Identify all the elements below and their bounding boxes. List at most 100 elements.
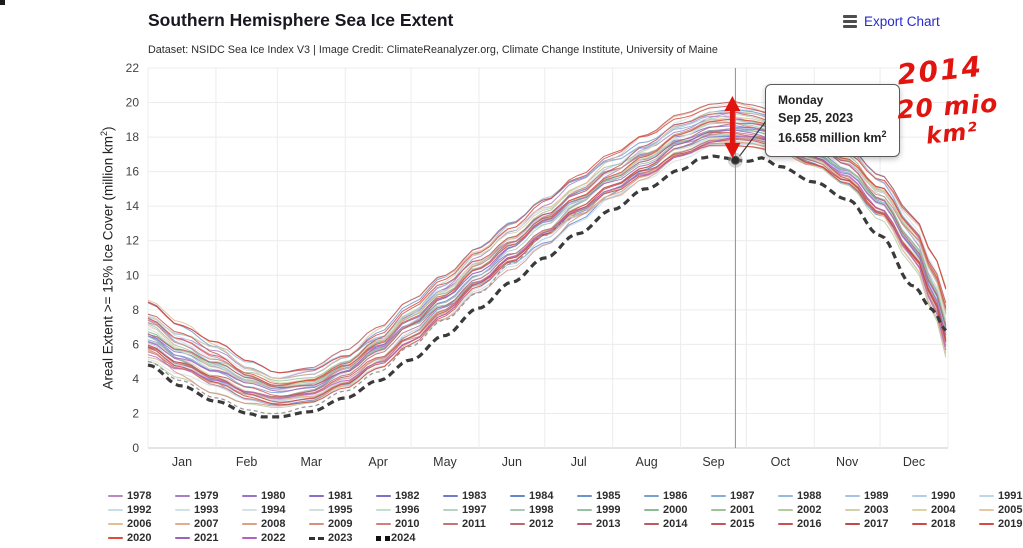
legend-year-label: 1984 xyxy=(529,490,554,502)
legend-item-1982[interactable]: 1982 xyxy=(376,489,443,503)
legend-swatch-1978 xyxy=(108,495,123,497)
legend-item-1986[interactable]: 1986 xyxy=(644,489,711,503)
legend-item-1978[interactable]: 1978 xyxy=(108,489,175,503)
legend-item-2003[interactable]: 2003 xyxy=(845,503,912,517)
legend-swatch-1982 xyxy=(376,495,391,497)
legend-item-1998[interactable]: 1998 xyxy=(510,503,577,517)
year-line-2005 xyxy=(147,116,947,389)
legend-swatch-2024 xyxy=(376,535,381,541)
legend-swatch-1996 xyxy=(376,509,391,511)
legend-item-1990[interactable]: 1990 xyxy=(912,489,979,503)
legend-item-1983[interactable]: 1983 xyxy=(443,489,510,503)
x-axis-label-sep: Sep xyxy=(702,455,724,469)
legend-item-1999[interactable]: 1999 xyxy=(577,503,644,517)
legend-item-2020[interactable]: 2020 xyxy=(108,531,175,545)
legend-swatch-1995 xyxy=(309,509,324,511)
legend-item-2004[interactable]: 2004 xyxy=(912,503,979,517)
legend-item-2006[interactable]: 2006 xyxy=(108,517,175,531)
legend-item-2016[interactable]: 2016 xyxy=(778,517,845,531)
legend-swatch-2008 xyxy=(242,523,257,525)
legend-item-1979[interactable]: 1979 xyxy=(175,489,242,503)
legend-item-2021[interactable]: 2021 xyxy=(175,531,242,545)
legend-swatch-1980 xyxy=(242,495,257,497)
y-tick-label: 18 xyxy=(126,130,140,144)
legend-year-label: 2020 xyxy=(127,532,152,544)
legend-item-2013[interactable]: 2013 xyxy=(577,517,644,531)
legend-year-label: 2013 xyxy=(596,518,621,530)
year-line-1980 xyxy=(147,135,947,400)
x-axis-label-feb: Feb xyxy=(236,455,258,469)
legend-swatch-1998 xyxy=(510,509,525,511)
legend-item-2011[interactable]: 2011 xyxy=(443,517,510,531)
legend-year-label: 1998 xyxy=(529,504,554,516)
legend-item-2000[interactable]: 2000 xyxy=(644,503,711,517)
legend-item-2015[interactable]: 2015 xyxy=(711,517,778,531)
legend-item-1996[interactable]: 1996 xyxy=(376,503,443,517)
y-tick-label: 0 xyxy=(132,441,139,455)
legend-item-1995[interactable]: 1995 xyxy=(309,503,376,517)
legend-item-1989[interactable]: 1989 xyxy=(845,489,912,503)
legend-item-2019[interactable]: 2019 xyxy=(979,517,1023,531)
legend-swatch-1981 xyxy=(309,495,324,497)
legend-year-label: 1981 xyxy=(328,490,353,502)
year-line-2018 xyxy=(147,145,947,406)
legend-swatch-2014 xyxy=(644,523,659,525)
legend-year-label: 2004 xyxy=(931,504,956,516)
legend-item-2023[interactable]: 2023 xyxy=(309,531,376,545)
legend-item-1981[interactable]: 1981 xyxy=(309,489,376,503)
legend-swatch-2016 xyxy=(778,523,793,525)
legend-swatch-2007 xyxy=(175,523,190,525)
legend-swatch-1992 xyxy=(108,509,123,511)
legend-item-2008[interactable]: 2008 xyxy=(242,517,309,531)
x-axis-label-dec: Dec xyxy=(903,455,925,469)
legend-item-2024[interactable]: 2024 xyxy=(376,531,443,545)
screenshot-corner-artifact xyxy=(0,0,5,5)
legend-item-1994[interactable]: 1994 xyxy=(242,503,309,517)
legend-item-2002[interactable]: 2002 xyxy=(778,503,845,517)
legend-swatch-1986 xyxy=(644,495,659,497)
legend-item-1992[interactable]: 1992 xyxy=(108,503,175,517)
legend-item-1997[interactable]: 1997 xyxy=(443,503,510,517)
legend-item-1991[interactable]: 1991 xyxy=(979,489,1023,503)
legend-swatch-1987 xyxy=(711,495,726,497)
y-tick-label: 22 xyxy=(126,61,140,75)
export-chart-button[interactable]: Export Chart xyxy=(843,14,940,29)
dataset-credit-line: Dataset: NSIDC Sea Ice Index V3 | Image … xyxy=(148,44,718,56)
legend-item-2010[interactable]: 2010 xyxy=(376,517,443,531)
year-line-2011 xyxy=(147,131,947,404)
legend-item-2017[interactable]: 2017 xyxy=(845,517,912,531)
legend-year-label: 1988 xyxy=(797,490,822,502)
legend-item-2014[interactable]: 2014 xyxy=(644,517,711,531)
legend-swatch-2003 xyxy=(845,509,860,511)
tooltip-connector-line xyxy=(738,120,767,157)
red-double-arrow-annotation xyxy=(724,96,741,158)
year-line-2004 xyxy=(147,136,947,400)
legend-item-2022[interactable]: 2022 xyxy=(242,531,309,545)
legend-item-1987[interactable]: 1987 xyxy=(711,489,778,503)
legend-item-2001[interactable]: 2001 xyxy=(711,503,778,517)
legend-swatch-1989 xyxy=(845,495,860,497)
legend-item-1985[interactable]: 1985 xyxy=(577,489,644,503)
legend-item-2018[interactable]: 2018 xyxy=(912,517,979,531)
legend-item-2007[interactable]: 2007 xyxy=(175,517,242,531)
legend-year-label: 2000 xyxy=(663,504,688,516)
legend-item-1980[interactable]: 1980 xyxy=(242,489,309,503)
legend-item-2005[interactable]: 2005 xyxy=(979,503,1023,517)
legend-year-label: 2016 xyxy=(797,518,822,530)
year-line-1990 xyxy=(147,136,947,402)
legend-item-2012[interactable]: 2012 xyxy=(510,517,577,531)
legend-item-2009[interactable]: 2009 xyxy=(309,517,376,531)
legend-swatch-2000 xyxy=(644,509,659,511)
legend-item-1993[interactable]: 1993 xyxy=(175,503,242,517)
x-axis-label-may: May xyxy=(433,455,457,469)
legend-year-label: 2017 xyxy=(864,518,889,530)
menu-icon xyxy=(843,15,857,28)
legend-item-1984[interactable]: 1984 xyxy=(510,489,577,503)
legend-swatch-2018 xyxy=(912,523,927,525)
legend-item-1988[interactable]: 1988 xyxy=(778,489,845,503)
legend-year-label: 1993 xyxy=(194,504,219,516)
legend-year-label: 1994 xyxy=(261,504,286,516)
legend-year-label: 1986 xyxy=(663,490,688,502)
legend-swatch-2002 xyxy=(778,509,793,511)
